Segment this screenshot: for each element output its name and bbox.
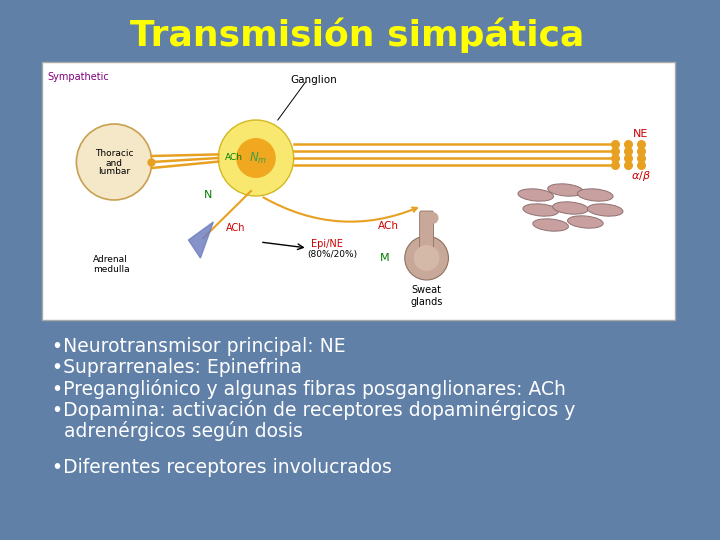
Text: •Suprarrenales: Epinefrina: •Suprarrenales: Epinefrina [52,358,302,377]
Text: Adrenal
medulla: Adrenal medulla [94,255,130,274]
Text: N: N [204,190,212,200]
Text: •Dopamina: activación de receptores dopaminérgicos y: •Dopamina: activación de receptores dopa… [52,400,575,420]
Text: Ganglion: Ganglion [291,75,338,85]
Text: Transmisión simpática: Transmisión simpática [130,17,585,53]
Circle shape [76,124,152,200]
Text: ACh: ACh [379,221,400,231]
Circle shape [405,236,449,280]
Text: ACh: ACh [226,223,246,233]
Ellipse shape [588,204,623,216]
Polygon shape [189,222,213,258]
Text: Epi/NE: Epi/NE [310,239,343,249]
Text: adrenérgicos según dosis: adrenérgicos según dosis [52,421,302,441]
Text: Thoracic: Thoracic [95,150,133,159]
Text: $\alpha/\beta$: $\alpha/\beta$ [631,169,651,183]
Ellipse shape [523,204,559,216]
FancyBboxPatch shape [420,211,433,250]
Circle shape [427,212,438,224]
Circle shape [414,245,439,271]
Text: Sweat
glands: Sweat glands [410,285,443,307]
Text: and: and [106,159,122,167]
Circle shape [236,138,276,178]
FancyArrowPatch shape [264,198,417,222]
Text: •Pregangliónico y algunas fibras posganglionares: ACh: •Pregangliónico y algunas fibras posgang… [52,379,565,399]
Text: ACh: ACh [225,153,243,163]
Circle shape [218,120,294,196]
Text: M: M [380,253,390,263]
Text: •Neurotransmisor principal: NE: •Neurotransmisor principal: NE [52,337,345,356]
Text: lumbar: lumbar [98,167,130,177]
Ellipse shape [533,219,568,231]
Text: Sympathetic: Sympathetic [48,72,109,82]
Text: •Diferentes receptores involucrados: •Diferentes receptores involucrados [52,458,392,477]
Text: NE: NE [633,129,649,139]
Ellipse shape [548,184,583,196]
FancyBboxPatch shape [42,62,675,320]
Ellipse shape [518,189,554,201]
Text: $N_m$: $N_m$ [249,151,267,166]
Ellipse shape [577,189,613,201]
Text: (80%/20%): (80%/20%) [307,249,358,259]
Ellipse shape [553,202,588,214]
Ellipse shape [567,216,603,228]
